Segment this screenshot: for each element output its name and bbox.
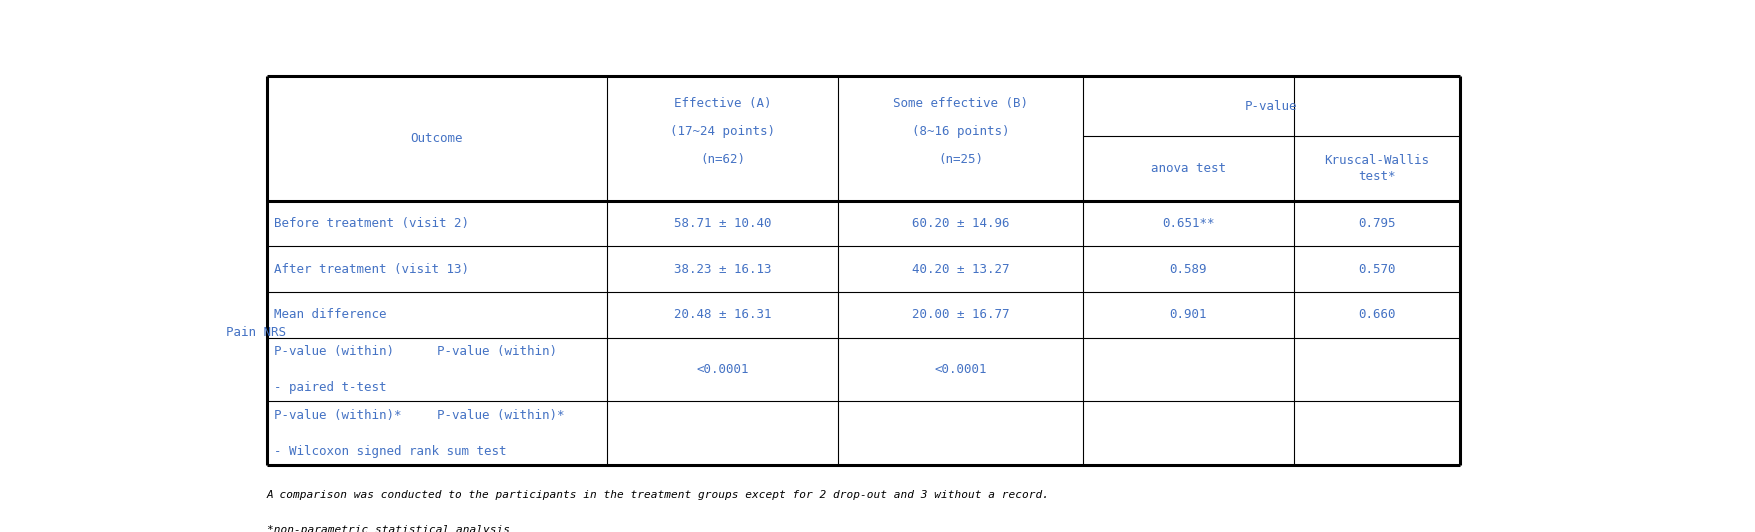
Text: P-value (within)*: P-value (within)* bbox=[437, 409, 565, 422]
Text: - paired t-test: - paired t-test bbox=[274, 381, 386, 394]
Text: 0.651**: 0.651** bbox=[1162, 217, 1214, 230]
Text: Outcome: Outcome bbox=[411, 132, 463, 145]
Text: *non-parametric statistical analysis: *non-parametric statistical analysis bbox=[267, 525, 511, 532]
Text: 20.48 ± 16.31: 20.48 ± 16.31 bbox=[674, 308, 772, 321]
Text: Effective (A): Effective (A) bbox=[674, 97, 772, 110]
Text: 40.20 ± 13.27: 40.20 ± 13.27 bbox=[913, 263, 1009, 276]
Text: Pain NRS: Pain NRS bbox=[226, 327, 286, 339]
Text: 0.901: 0.901 bbox=[1171, 308, 1207, 321]
Text: test*: test* bbox=[1358, 170, 1395, 183]
Text: (8~16 points): (8~16 points) bbox=[913, 125, 1009, 138]
Text: P-value (within): P-value (within) bbox=[437, 345, 556, 358]
Text: P-value (within): P-value (within) bbox=[274, 345, 393, 358]
Text: - Wilcoxon signed rank sum test: - Wilcoxon signed rank sum test bbox=[274, 445, 505, 458]
Text: 60.20 ± 14.96: 60.20 ± 14.96 bbox=[913, 217, 1009, 230]
Text: (17~24 points): (17~24 points) bbox=[670, 125, 776, 138]
Text: <0.0001: <0.0001 bbox=[697, 363, 749, 376]
Text: A comparison was conducted to the participants in the treatment groups except fo: A comparison was conducted to the partic… bbox=[267, 490, 1049, 500]
Text: P-value (within)*: P-value (within)* bbox=[274, 409, 402, 422]
Text: Before treatment (visit 2): Before treatment (visit 2) bbox=[274, 217, 469, 230]
Text: Kruscal-Wallis: Kruscal-Wallis bbox=[1325, 154, 1429, 167]
Text: anova test: anova test bbox=[1151, 162, 1227, 175]
Text: 58.71 ± 10.40: 58.71 ± 10.40 bbox=[674, 217, 772, 230]
Text: 0.660: 0.660 bbox=[1358, 308, 1395, 321]
Text: 20.00 ± 16.77: 20.00 ± 16.77 bbox=[913, 308, 1009, 321]
Text: P-value: P-value bbox=[1246, 100, 1297, 113]
Text: 38.23 ± 16.13: 38.23 ± 16.13 bbox=[674, 263, 772, 276]
Text: 0.570: 0.570 bbox=[1358, 263, 1395, 276]
Text: Some effective (B): Some effective (B) bbox=[893, 97, 1028, 110]
Text: 0.589: 0.589 bbox=[1171, 263, 1207, 276]
Text: 0.795: 0.795 bbox=[1358, 217, 1395, 230]
Text: (n=25): (n=25) bbox=[939, 153, 983, 165]
Text: Mean difference: Mean difference bbox=[274, 308, 386, 321]
Text: After treatment (visit 13): After treatment (visit 13) bbox=[274, 263, 469, 276]
Text: <0.0001: <0.0001 bbox=[934, 363, 986, 376]
Text: (n=62): (n=62) bbox=[700, 153, 746, 165]
